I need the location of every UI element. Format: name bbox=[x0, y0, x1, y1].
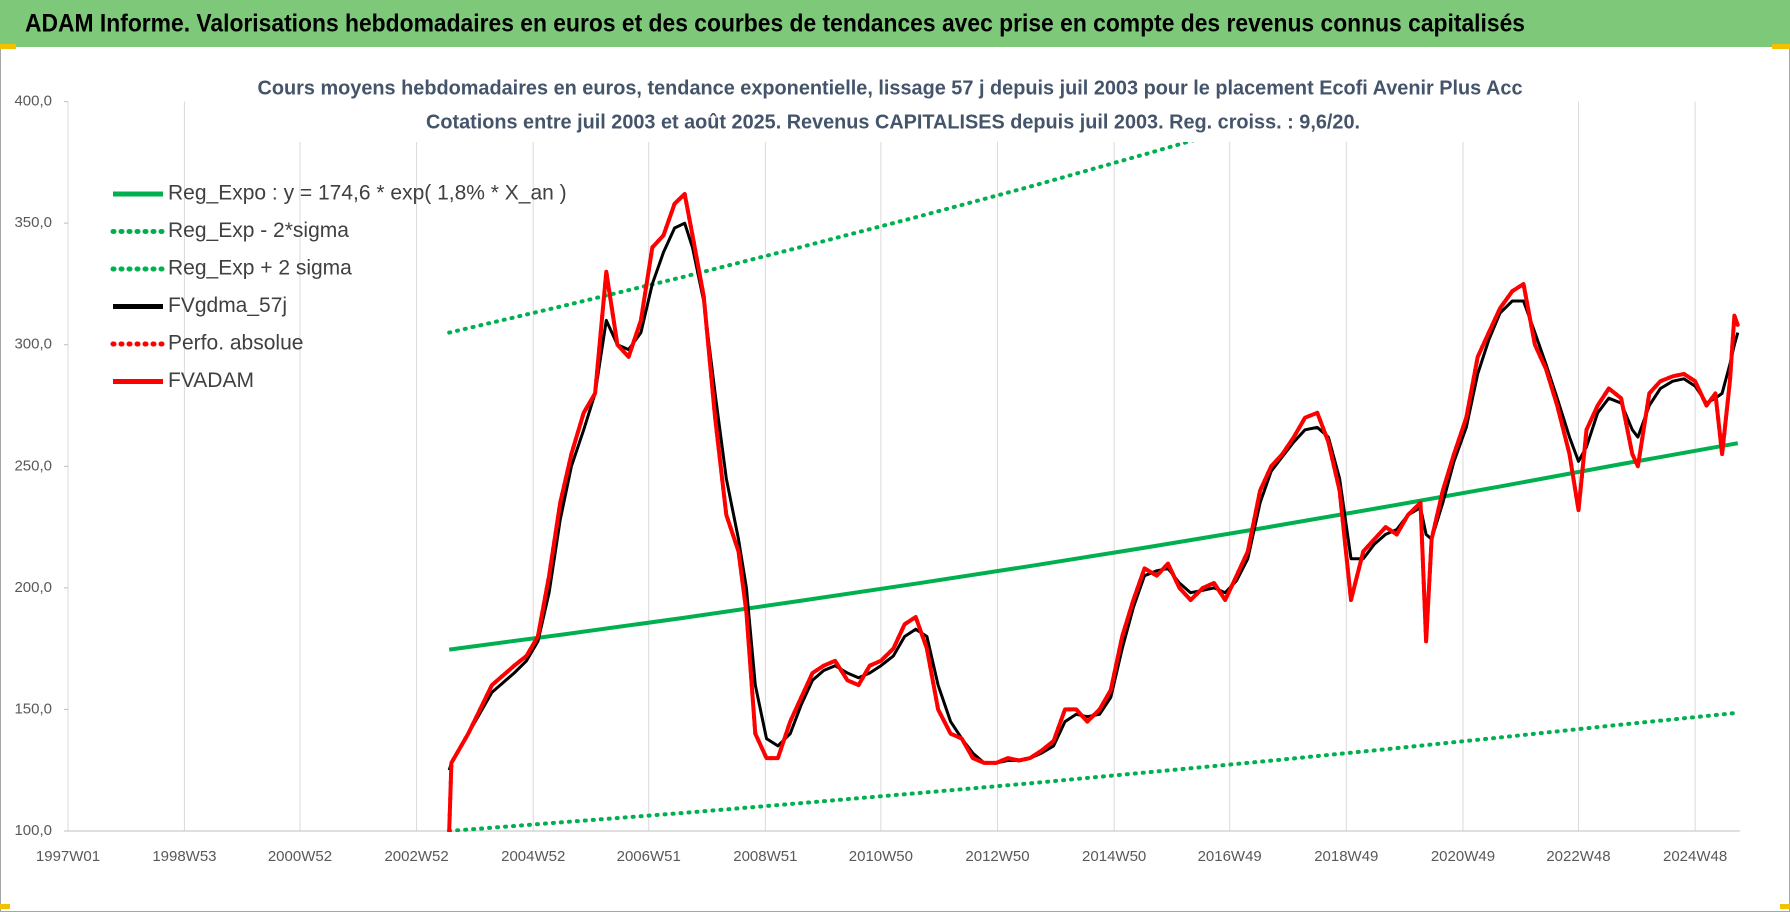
header-bar bbox=[0, 0, 1790, 47]
x-tick-label: 2006W51 bbox=[617, 848, 681, 865]
y-tick-label: 300,0 bbox=[14, 336, 52, 353]
x-tick-label: 2022W48 bbox=[1546, 848, 1610, 865]
legend-label: Reg_Exp + 2 sigma bbox=[168, 257, 352, 280]
series-line bbox=[447, 710, 1740, 832]
x-tick-label: 2008W51 bbox=[733, 848, 797, 865]
chart-subtitle: Cotations entre juil 2003 et août 2025. … bbox=[426, 111, 1360, 133]
legend-label: Reg_Exp - 2*sigma bbox=[168, 219, 349, 242]
x-tick-label: 2014W50 bbox=[1082, 848, 1146, 865]
corner-mark bbox=[0, 44, 16, 49]
x-tick-label: 2024W48 bbox=[1663, 848, 1727, 865]
y-tick-label: 350,0 bbox=[14, 214, 52, 231]
y-tick-label: 150,0 bbox=[14, 700, 52, 717]
legend-label: Perfo. absolue bbox=[168, 332, 303, 355]
legend-label: FVgdma_57j bbox=[168, 294, 287, 317]
corner-mark bbox=[0, 904, 10, 909]
y-tick-label: 100,0 bbox=[14, 822, 52, 839]
x-tick-label: 2002W52 bbox=[384, 848, 448, 865]
corner-mark bbox=[1772, 44, 1790, 49]
y-tick-label: 200,0 bbox=[14, 579, 52, 596]
y-tick-label: 250,0 bbox=[14, 457, 52, 474]
x-tick-label: 1997W01 bbox=[36, 848, 100, 865]
x-tick-label: 2020W49 bbox=[1431, 848, 1495, 865]
series-line bbox=[448, 441, 1739, 652]
series-line bbox=[447, 192, 1740, 832]
x-tick-label: 2012W50 bbox=[965, 848, 1029, 865]
x-tick-label: 2018W49 bbox=[1314, 848, 1378, 865]
x-tick-label: 2016W49 bbox=[1198, 848, 1262, 865]
legend-label: Reg_Expo : y = 174,6 * exp( 1,8% * X_an … bbox=[168, 182, 567, 205]
x-tick-label: 2000W52 bbox=[268, 848, 332, 865]
x-tick-label: 2010W50 bbox=[849, 848, 913, 865]
title-box bbox=[252, 72, 1528, 142]
corner-mark bbox=[1780, 904, 1790, 909]
legend-label: FVADAM bbox=[168, 369, 254, 392]
x-tick-label: 2004W52 bbox=[501, 848, 565, 865]
page-title: ADAM Informe. Valorisations hebdomadaire… bbox=[25, 10, 1525, 38]
x-tick-label: 1998W53 bbox=[152, 848, 216, 865]
y-tick-label: 400,0 bbox=[14, 93, 52, 110]
chart-title: Cours moyens hebdomadaires en euros, ten… bbox=[258, 77, 1523, 99]
